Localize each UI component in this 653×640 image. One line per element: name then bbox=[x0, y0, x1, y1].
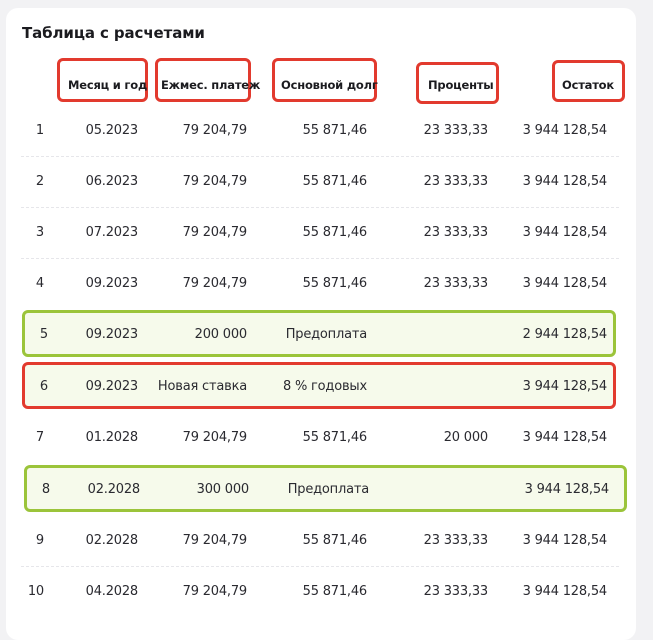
table-row: 10 04.2028 79 204,79 55 871,46 23 333,33… bbox=[21, 567, 619, 618]
row-payment: Новая ставка bbox=[157, 379, 247, 394]
row-balance: 3 944 128,54 bbox=[522, 123, 608, 138]
row-payment: 79 204,79 bbox=[182, 430, 248, 445]
row-payment: 300 000 bbox=[196, 482, 250, 497]
row-date: 01.2028 bbox=[85, 430, 139, 445]
header-month: Месяц и год bbox=[68, 78, 148, 92]
row-balance: 3 944 128,54 bbox=[522, 584, 608, 599]
row-payment: 79 204,79 bbox=[182, 533, 248, 548]
row-principal: 55 871,46 bbox=[302, 174, 368, 189]
row-balance: 3 944 128,54 bbox=[522, 225, 608, 240]
header-payment: Ежмес. платеж bbox=[161, 78, 261, 92]
row-principal: 55 871,46 bbox=[302, 276, 368, 291]
new-rate-row-highlight: 6 09.2023 Новая ставка 8 % годовых 3 944… bbox=[22, 362, 616, 409]
row-principal: 55 871,46 bbox=[302, 533, 368, 548]
row-balance: 3 944 128,54 bbox=[522, 533, 608, 548]
row-date: 02.2028 bbox=[85, 533, 139, 548]
header-highlight-principal bbox=[272, 58, 377, 102]
row-principal: 55 871,46 bbox=[302, 225, 368, 240]
row-date: 04.2028 bbox=[85, 584, 139, 599]
table-row: 2 06.2023 79 204,79 55 871,46 23 333,33 … bbox=[21, 157, 619, 208]
table-row: 4 09.2023 79 204,79 55 871,46 23 333,33 … bbox=[21, 259, 619, 310]
row-principal: Предоплата bbox=[285, 327, 367, 342]
row-principal: Предоплата bbox=[287, 482, 369, 497]
row-date: 02.2028 bbox=[87, 482, 141, 497]
row-interest: 23 333,33 bbox=[423, 276, 489, 291]
row-number: 10 bbox=[27, 584, 44, 599]
row-payment: 79 204,79 bbox=[182, 174, 248, 189]
row-balance: 2 944 128,54 bbox=[522, 327, 608, 342]
row-principal: 55 871,46 bbox=[302, 584, 368, 599]
row-principal: 8 % годовых bbox=[282, 379, 367, 394]
row-number: 6 bbox=[39, 379, 48, 394]
table-row: 1 05.2023 79 204,79 55 871,46 23 333,33 … bbox=[21, 106, 619, 157]
row-interest: 23 333,33 bbox=[423, 123, 489, 138]
row-payment: 79 204,79 bbox=[182, 225, 248, 240]
prepayment-row-highlight: 5 09.2023 200 000 Предоплата 2 944 128,5… bbox=[22, 310, 616, 357]
row-balance: 3 944 128,54 bbox=[524, 482, 610, 497]
row-interest: 20 000 bbox=[443, 430, 488, 445]
row-balance: 3 944 128,54 bbox=[522, 379, 608, 394]
row-payment: 79 204,79 bbox=[182, 123, 248, 138]
row-date: 05.2023 bbox=[85, 123, 139, 138]
row-balance: 3 944 128,54 bbox=[522, 276, 608, 291]
row-principal: 55 871,46 bbox=[302, 123, 368, 138]
header-highlight-balance bbox=[552, 60, 625, 102]
header-balance: Остаток bbox=[562, 78, 614, 92]
table-row: 3 07.2023 79 204,79 55 871,46 23 333,33 … bbox=[21, 208, 619, 259]
row-number: 2 bbox=[35, 174, 44, 189]
row-number: 1 bbox=[35, 123, 44, 138]
row-date: 09.2023 bbox=[85, 379, 139, 394]
header-highlight-payment bbox=[155, 58, 251, 102]
row-date: 09.2023 bbox=[85, 276, 139, 291]
table-title: Таблица с расчетами bbox=[22, 24, 205, 42]
header-highlight-interest bbox=[416, 62, 499, 104]
header-interest: Проценты bbox=[428, 78, 494, 92]
row-number: 4 bbox=[35, 276, 44, 291]
row-payment: 79 204,79 bbox=[182, 584, 248, 599]
row-number: 7 bbox=[35, 430, 44, 445]
table-row: 7 01.2028 79 204,79 55 871,46 20 000 3 9… bbox=[21, 413, 619, 464]
row-date: 06.2023 bbox=[85, 174, 139, 189]
row-interest: 23 333,33 bbox=[423, 225, 489, 240]
row-number: 3 bbox=[35, 225, 44, 240]
prepayment-row-highlight: 8 02.2028 300 000 Предоплата 3 944 128,5… bbox=[24, 465, 627, 512]
row-interest: 23 333,33 bbox=[423, 584, 489, 599]
table-row: 9 02.2028 79 204,79 55 871,46 23 333,33 … bbox=[21, 516, 619, 567]
row-number: 5 bbox=[39, 327, 48, 342]
row-principal: 55 871,46 bbox=[302, 430, 368, 445]
row-payment: 79 204,79 bbox=[182, 276, 248, 291]
row-interest: 23 333,33 bbox=[423, 533, 489, 548]
row-balance: 3 944 128,54 bbox=[522, 430, 608, 445]
row-number: 9 bbox=[35, 533, 44, 548]
header-principal: Основной долг bbox=[281, 78, 378, 92]
row-balance: 3 944 128,54 bbox=[522, 174, 608, 189]
header-highlight-month bbox=[57, 58, 148, 102]
row-interest: 23 333,33 bbox=[423, 174, 489, 189]
row-date: 09.2023 bbox=[85, 327, 139, 342]
row-payment: 200 000 bbox=[194, 327, 248, 342]
row-date: 07.2023 bbox=[85, 225, 139, 240]
row-number: 8 bbox=[41, 482, 50, 497]
